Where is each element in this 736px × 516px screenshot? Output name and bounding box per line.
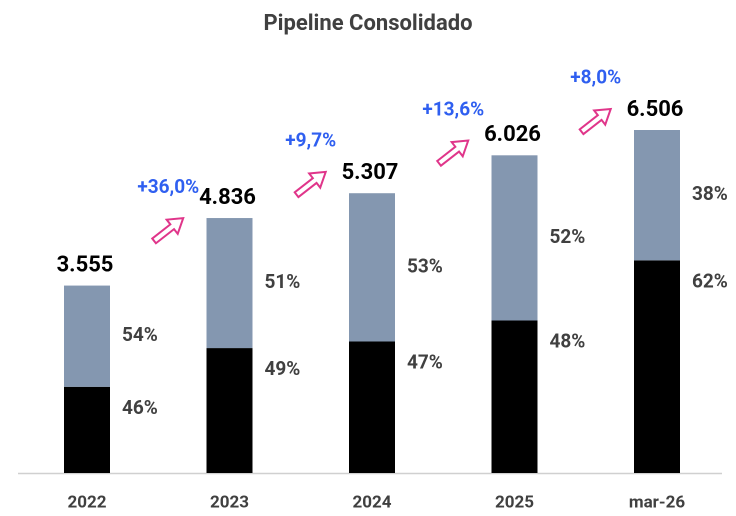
- growth-arrow: [293, 170, 328, 199]
- bar-segment: [634, 260, 680, 473]
- segment-label: 54%: [122, 323, 158, 346]
- bar-segment: [491, 155, 538, 321]
- bar-segment: [64, 285, 110, 387]
- segment-label: 52%: [550, 225, 586, 248]
- segment-label: 48%: [550, 330, 586, 353]
- total-label: 5.307: [342, 160, 399, 185]
- bar-segment: [349, 341, 395, 473]
- bar-segment: [206, 348, 253, 473]
- segment-label: 51%: [265, 270, 301, 293]
- x-tick-label: 2022: [67, 492, 106, 512]
- segment-label: 38%: [692, 182, 728, 205]
- segment-label: 53%: [407, 254, 443, 277]
- growth-label: +36,0%: [137, 175, 199, 198]
- total-label: 6.026: [484, 122, 541, 147]
- growth-arrow: [435, 139, 470, 168]
- segment-label: 47%: [407, 351, 443, 374]
- growth-label: +8,0%: [570, 66, 621, 89]
- bar-segment: [206, 218, 253, 349]
- bar-segment: [64, 386, 110, 473]
- bar-segment: [634, 130, 680, 261]
- segment-label: 62%: [692, 269, 728, 292]
- x-tick-label: mar-26: [629, 492, 686, 512]
- total-label: 3.555: [57, 252, 114, 277]
- segment-label: 46%: [122, 396, 158, 419]
- x-tick-label: 2025: [495, 492, 534, 512]
- bar-segment: [349, 193, 395, 342]
- total-label: 6.506: [627, 97, 684, 122]
- x-tick-label: 2023: [210, 492, 249, 512]
- growth-label: +13,6%: [422, 97, 484, 120]
- growth-arrow: [578, 107, 613, 136]
- growth-label: +9,7%: [285, 129, 336, 152]
- growth-arrow: [150, 216, 185, 245]
- bar-segment: [491, 320, 538, 473]
- total-label: 4.836: [199, 185, 256, 210]
- chart-title: Pipeline Consolidado: [263, 11, 472, 36]
- segment-label: 49%: [265, 357, 301, 380]
- x-tick-label: 2024: [352, 492, 391, 512]
